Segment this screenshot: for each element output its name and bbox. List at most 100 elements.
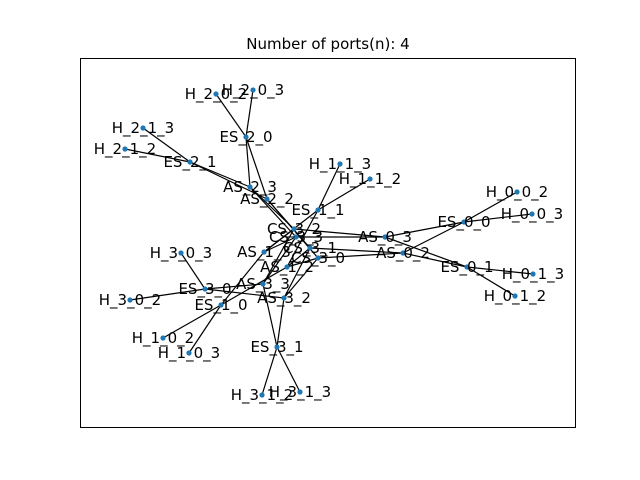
- edge-H_1_0_2-ES_1_0: [162, 304, 222, 339]
- edge-H_3_0_3-ES_3_0: [180, 252, 206, 290]
- node-label-H_2_1_2: H_2_1_2: [94, 140, 156, 159]
- node-H_3_0_3: [178, 250, 184, 256]
- node-AS_2_2: [264, 196, 270, 202]
- node-label-H_1_1_2: H_1_1_2: [339, 170, 401, 189]
- node-label-ES_2_1: ES_2_1: [163, 153, 216, 172]
- edge-AS_3_2-CS_3_0: [283, 257, 319, 299]
- edge-ES_3_0-AS_3_2: [204, 288, 285, 299]
- chart-title: Number of ports(n): 4: [246, 35, 409, 53]
- node-label-AS_2_3: AS_2_3: [223, 178, 277, 197]
- node-ES_3_1: [274, 344, 280, 350]
- node-AS_2_3: [247, 184, 253, 190]
- node-label-AS_1_2: AS_1_2: [260, 258, 314, 277]
- edge-AS_3_3-CS_3_3: [262, 236, 297, 285]
- node-CS_3_1: [307, 245, 313, 251]
- node-AS_0_2: [400, 250, 406, 256]
- edge-H_0_1_3-ES_0_1: [466, 266, 534, 275]
- node-label-AS_3_3: AS_3_3: [236, 275, 290, 294]
- edge-AS_0_2-CS_3_0: [317, 252, 404, 259]
- edge-AS_0_2-CS_3_1: [309, 247, 404, 254]
- edge-ES_0_0-AS_0_3: [384, 221, 465, 238]
- node-label-AS_0_2: AS_0_2: [376, 244, 430, 263]
- edge-H_2_0_3-ES_2_0: [245, 89, 254, 138]
- node-label-ES_0_0: ES_0_0: [437, 213, 490, 232]
- node-label-ES_1_1: ES_1_1: [291, 201, 344, 220]
- node-label-H_2_1_3: H_2_1_3: [112, 119, 174, 138]
- edge-H_2_0_2-ES_2_0: [215, 93, 247, 138]
- node-label-ES_2_0: ES_2_0: [219, 128, 272, 147]
- node-ES_3_0: [202, 286, 208, 292]
- node-ES_0_0: [461, 219, 467, 225]
- node-label-AS_0_3: AS_0_3: [358, 228, 412, 247]
- edge-H_1_0_3-ES_1_0: [188, 304, 222, 354]
- node-AS_3_2: [281, 295, 287, 301]
- node-label-ES_0_1: ES_0_1: [440, 258, 493, 277]
- node-label-AS_2_2: AS_2_2: [240, 190, 294, 209]
- edge-ES_2_0-AS_2_2: [245, 136, 268, 200]
- nodes-layer: [122, 87, 536, 398]
- edge-H_2_1_2-ES_2_1: [124, 148, 191, 163]
- node-CS_3_3: [293, 234, 299, 240]
- edge-ES_3_1-AS_3_3: [262, 283, 278, 348]
- edge-AS_1_3-CS_3_3: [263, 236, 297, 253]
- node-AS_1_3: [261, 249, 267, 255]
- node-label-H_3_0_2: H_3_0_2: [99, 291, 161, 310]
- edge-ES_1_1-AS_1_2: [286, 209, 319, 268]
- node-label-H_1_1_3: H_1_1_3: [309, 155, 371, 174]
- node-H_0_0_2: [514, 189, 520, 195]
- node-ES_0_1: [464, 264, 470, 270]
- edge-ES_1_0-AS_1_2: [220, 266, 288, 306]
- node-CS_3_0: [315, 255, 321, 261]
- node-label-ES_1_0: ES_1_0: [194, 296, 247, 315]
- edge-AS_2_3-CS_3_3: [249, 186, 297, 238]
- node-label-AS_3_2: AS_3_2: [257, 289, 311, 308]
- edge-H_1_1_3-ES_1_1: [317, 163, 341, 211]
- node-CS_3_2: [291, 226, 297, 232]
- node-label-H_2_0_3: H_2_0_3: [222, 81, 284, 100]
- edge-H_3_1_2-ES_3_1: [261, 346, 278, 396]
- node-label-H_0_0_3: H_0_0_3: [501, 205, 563, 224]
- edge-ES_1_0-AS_1_3: [220, 251, 265, 306]
- edge-ES_3_0-AS_3_3: [204, 283, 264, 290]
- edge-AS_0_3-CS_3_2: [293, 228, 386, 238]
- edge-H_3_1_3-ES_3_1: [276, 346, 301, 393]
- edge-ES_3_1-AS_3_2: [276, 297, 285, 348]
- node-ES_2_1: [187, 159, 193, 165]
- edge-H_1_1_2-ES_1_1: [317, 178, 371, 211]
- node-label-CS_3_1: CS_3_1: [283, 239, 337, 258]
- edge-ES_2_1-AS_2_2: [189, 161, 268, 200]
- node-label-H_1_0_3: H_1_0_3: [158, 344, 220, 363]
- edge-H_0_0_3-ES_0_0: [463, 213, 533, 223]
- node-label-AS_1_3: AS_1_3: [237, 243, 291, 262]
- node-H_3_1_2: [259, 392, 265, 398]
- edge-ES_0_1-AS_0_2: [402, 252, 468, 268]
- node-H_1_1_2: [367, 176, 373, 182]
- node-H_2_1_3: [140, 125, 146, 131]
- node-label-H_1_0_2: H_1_0_2: [132, 329, 194, 348]
- edge-H_2_1_3-ES_2_1: [142, 127, 191, 163]
- node-ES_2_0: [243, 134, 249, 140]
- node-label-ES_3_1: ES_3_1: [250, 338, 303, 357]
- node-AS_3_3: [260, 281, 266, 287]
- node-ES_1_1: [315, 207, 321, 213]
- node-label-H_3_1_3: H_3_1_3: [269, 383, 331, 402]
- node-H_2_1_2: [122, 146, 128, 152]
- node-label-H_0_1_2: H_0_1_2: [484, 287, 546, 306]
- edge-AS_1_2-CS_3_1: [286, 247, 311, 268]
- edges-layer: [124, 89, 534, 396]
- edge-AS_1_3-CS_3_2: [263, 228, 295, 253]
- node-AS_1_2: [284, 264, 290, 270]
- node-label-CS_3_3: CS_3_3: [269, 228, 323, 247]
- plot-frame: [80, 58, 576, 428]
- node-H_0_1_2: [512, 293, 518, 299]
- node-H_2_0_3: [250, 87, 256, 93]
- edge-H_0_1_2-ES_0_1: [466, 266, 516, 297]
- node-H_3_0_2: [127, 297, 133, 303]
- edge-AS_3_3-CS_3_2: [262, 228, 295, 285]
- node-AS_0_3: [382, 234, 388, 240]
- node-label-H_0_0_2: H_0_0_2: [486, 183, 548, 202]
- node-H_1_1_3: [337, 161, 343, 167]
- node-H_3_1_3: [297, 389, 303, 395]
- node-label-H_0_1_3: H_0_1_3: [502, 265, 564, 284]
